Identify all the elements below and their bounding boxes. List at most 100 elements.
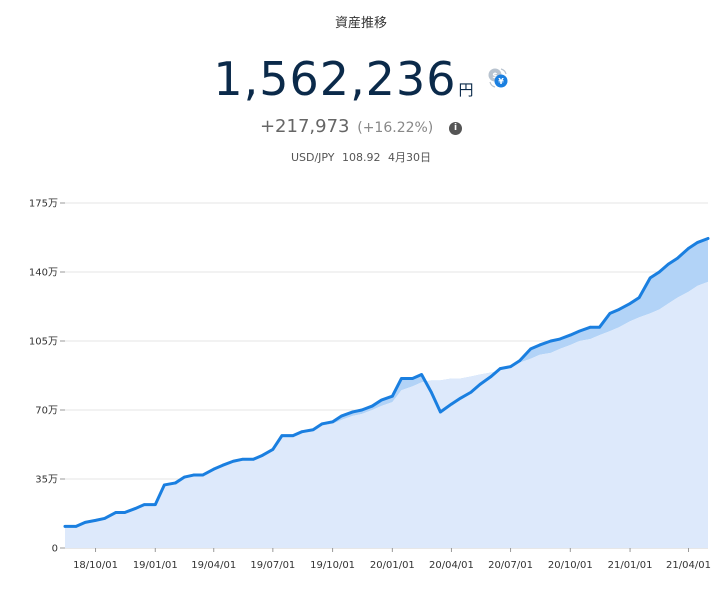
total-asset-point (133, 507, 137, 510)
total-asset-point (114, 511, 117, 514)
change-percent: (+16.22%) (357, 120, 434, 136)
total-asset-point (261, 454, 264, 457)
total-asset-point (469, 390, 473, 394)
x-tick-label: 19/04/01 (191, 560, 236, 571)
rate-label: USD/JPY (290, 151, 335, 164)
total-asset-point (271, 448, 275, 451)
svg-text:$: $ (492, 71, 498, 80)
total-asset-point (174, 481, 177, 485)
y-tick-label: 175万 (29, 199, 58, 210)
total-asset-point (696, 241, 699, 244)
total-asset-point (221, 463, 225, 467)
total-asset-point (617, 308, 621, 311)
total-asset-point (578, 329, 581, 333)
currency-switch-icon: $ ¥ (488, 68, 508, 88)
total-asset-point (340, 414, 343, 418)
svg-text:¥: ¥ (498, 77, 504, 86)
total-asset-point (252, 457, 255, 461)
y-tick-label: 0 (52, 544, 58, 555)
total-asset-point (163, 483, 166, 487)
total-asset-point (391, 394, 394, 398)
total-asset-point (478, 383, 482, 386)
info-icon[interactable]: i (449, 122, 463, 135)
total-asset-point (231, 459, 235, 463)
total-asset-point (411, 377, 414, 380)
total-asset-row: 1,562,236 円 $ ¥ (0, 52, 722, 106)
total-asset-point (598, 325, 601, 329)
total-asset-point (608, 312, 612, 315)
total-asset-point (657, 270, 661, 274)
x-tick-label: 19/10/01 (310, 560, 355, 571)
currency-toggle-button[interactable]: $ ¥ (487, 67, 509, 89)
total-asset-point (212, 467, 216, 471)
rate-date: 4月30日 (388, 151, 432, 164)
total-asset-point (706, 237, 710, 240)
total-asset-value: 1,562,236 (213, 52, 457, 106)
total-asset-point (549, 339, 553, 343)
y-tick-label: 70万 (35, 406, 58, 417)
total-asset-point (103, 517, 106, 520)
total-asset-point (142, 503, 146, 506)
x-axis-ticks: 18/10/01 19/01/01 19/04/01 19/07/01 19/10/01… (73, 548, 711, 571)
change-row: +217,973 (+16.22%) i (0, 116, 722, 137)
x-tick-label: 19/01/01 (133, 560, 178, 571)
x-tick-label: 20/10/01 (548, 560, 593, 571)
y-tick-label: 35万 (35, 475, 58, 486)
total-asset-point (183, 475, 186, 479)
total-asset-point (676, 256, 679, 260)
x-tick-label: 20/07/01 (488, 560, 533, 571)
total-asset-point (320, 422, 324, 426)
y-axis-ticks: 0 35万 70万 105万 140万 175万 (29, 199, 65, 555)
total-asset-point (637, 296, 641, 299)
total-asset-line (63, 236, 710, 528)
total-asset-point (291, 434, 295, 437)
exchange-rate-row: USD/JPY 108.92 4月30日 (0, 149, 722, 165)
total-asset-point (687, 247, 690, 250)
total-asset-point (648, 276, 652, 280)
invested-area (65, 281, 708, 548)
chart-areas (65, 238, 708, 548)
total-asset-point (518, 359, 521, 363)
total-asset-point (589, 325, 592, 329)
total-asset-point (331, 420, 334, 424)
x-tick-label: 20/04/01 (429, 560, 474, 571)
total-asset-point (360, 408, 364, 412)
total-asset-point (439, 410, 442, 414)
page-title: 資産推移 (334, 16, 387, 31)
total-asset-point (300, 430, 304, 433)
y-tick-label: 140万 (29, 268, 58, 279)
total-asset-point (83, 521, 87, 524)
total-asset-point (450, 402, 453, 406)
total-asset-unit: 円 (458, 81, 474, 99)
total-asset-point (192, 473, 195, 477)
x-tick-label: 21/01/01 (608, 560, 653, 571)
total-asset-point (123, 511, 127, 514)
x-tick-label: 18/10/01 (73, 560, 118, 571)
y-tick-label: 105万 (29, 337, 58, 348)
total-asset-point (370, 404, 374, 408)
rate-value: 108.92 (342, 151, 381, 164)
total-asset-point (153, 503, 157, 506)
total-asset-point (351, 410, 355, 414)
total-asset-point (459, 396, 462, 400)
total-asset-point (280, 434, 284, 437)
total-asset-point (420, 373, 423, 376)
total-asset-point (529, 347, 532, 351)
total-asset-point (94, 519, 97, 522)
change-value: +217,973 (259, 116, 350, 137)
total-asset-point (311, 428, 315, 432)
total-asset-point (569, 333, 572, 337)
chart-lines (63, 236, 710, 528)
x-tick-label: 19/07/01 (250, 560, 295, 571)
total-asset-point (538, 343, 542, 347)
x-tick-label: 20/01/01 (370, 560, 415, 571)
total-asset-point (667, 262, 670, 266)
total-asset-point (400, 377, 403, 380)
x-tick-label: 21/04/01 (666, 560, 711, 571)
total-asset-point (430, 390, 433, 394)
total-asset-point (558, 337, 562, 341)
total-asset-point (63, 525, 67, 528)
total-asset-point (498, 367, 502, 370)
total-asset-point (201, 473, 204, 477)
